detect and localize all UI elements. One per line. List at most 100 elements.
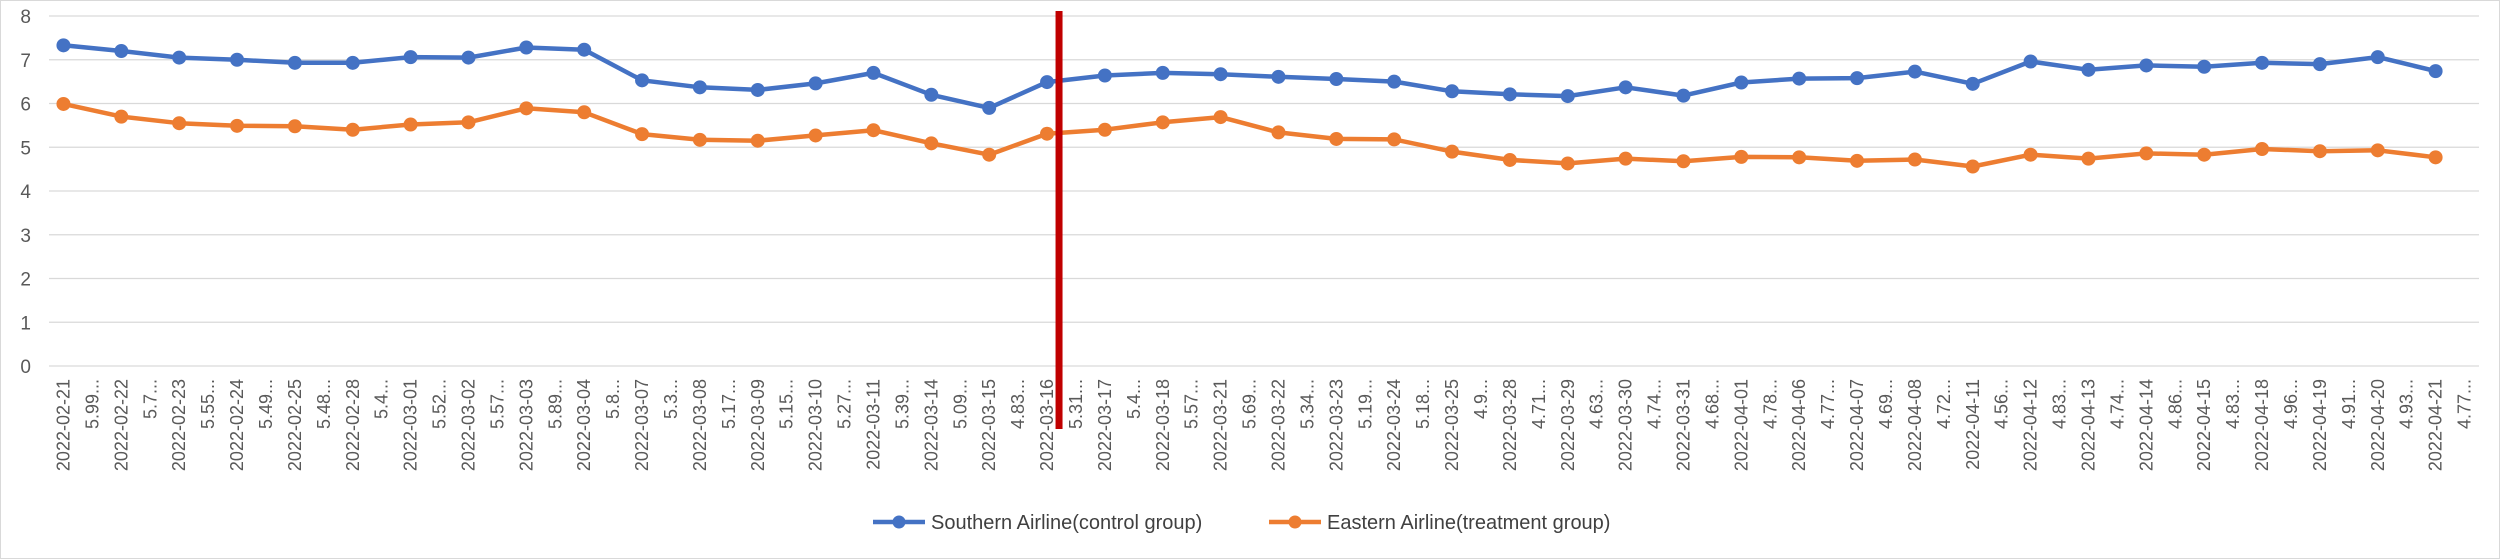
data-point <box>1965 76 1980 91</box>
x-category-label: 4.86... <box>2165 379 2185 429</box>
data-point <box>287 55 302 70</box>
data-point <box>2139 58 2154 73</box>
data-point <box>1387 132 1402 147</box>
y-tick-label: 5 <box>20 138 31 159</box>
data-point <box>1387 74 1402 89</box>
x-axis-category-labels: 2022-02-21 5.99... 2022-02-22 5.7... 2022-02… <box>53 379 2474 471</box>
data-point <box>924 136 939 151</box>
data-point <box>56 38 71 53</box>
data-point <box>1097 68 1112 83</box>
data-point <box>808 128 823 143</box>
data-point <box>1618 80 1633 95</box>
series-line <box>61 43 2438 111</box>
legend: Southern Airline(control group) Eastern A… <box>873 512 1610 534</box>
data-point <box>1213 110 1228 125</box>
data-point <box>2312 57 2327 72</box>
data-point <box>114 109 129 124</box>
y-axis-tick-labels: 0 1 2 3 4 5 6 7 8 <box>20 7 31 378</box>
x-category-label: 2022-03-15 <box>979 379 999 471</box>
data-point <box>230 52 245 67</box>
x-category-label: 4.68... <box>1702 379 1722 429</box>
x-category-label: 5.55... <box>198 379 218 429</box>
y-tick-label: 7 <box>20 51 31 72</box>
data-point <box>866 123 881 138</box>
x-category-label: 4.96... <box>2281 379 2301 429</box>
x-category-label: 2022-03-25 <box>1442 379 1462 471</box>
data-point <box>982 147 997 162</box>
x-category-label: 5.89... <box>545 379 565 429</box>
y-tick-label: 3 <box>20 226 31 247</box>
x-category-label: 2022-03-14 <box>921 379 941 471</box>
legend-swatch-marker <box>892 515 906 529</box>
data-point <box>461 115 476 130</box>
x-category-label: 5.69... <box>1240 379 1260 429</box>
data-point <box>519 101 534 116</box>
data-point <box>172 50 187 65</box>
data-series <box>56 38 2443 174</box>
data-point <box>1907 64 1922 79</box>
data-point <box>1850 71 1865 86</box>
data-point <box>403 117 418 132</box>
data-point <box>1445 144 1460 159</box>
data-point <box>114 44 129 58</box>
data-point <box>230 118 245 133</box>
data-point <box>1445 84 1460 99</box>
data-point <box>2023 147 2038 162</box>
data-point <box>2081 62 2096 77</box>
x-category-label: 5.49... <box>256 379 276 429</box>
gridlines <box>49 15 2479 367</box>
data-point <box>577 42 592 57</box>
x-category-label: 5.8... <box>603 379 623 419</box>
x-category-label: 2022-03-04 <box>574 379 594 471</box>
data-point <box>2197 147 2212 162</box>
x-category-label: 5.39... <box>892 379 912 429</box>
x-category-label: 2022-04-06 <box>1789 379 1809 471</box>
x-category-label: 2022-04-19 <box>2310 379 2330 471</box>
data-point <box>1560 89 1575 104</box>
data-point <box>1618 151 1633 166</box>
data-point <box>924 87 939 102</box>
data-point <box>172 116 187 131</box>
x-category-label: 2022-03-01 <box>401 379 421 471</box>
data-point <box>461 50 476 65</box>
x-category-label: 5.99... <box>82 379 102 429</box>
x-category-label: 2022-03-31 <box>1673 379 1693 471</box>
x-category-label: 2022-04-12 <box>2021 379 2041 471</box>
x-category-label: 5.4... <box>372 379 392 419</box>
data-point <box>1329 72 1344 86</box>
x-category-label: 2022-04-08 <box>1905 379 1925 471</box>
x-category-label: 2022-03-30 <box>1616 379 1636 471</box>
data-point <box>1907 152 1922 167</box>
data-point <box>2255 55 2270 70</box>
data-point <box>1271 125 1286 140</box>
x-category-label: 5.57... <box>1182 379 1202 429</box>
x-category-label: 2022-02-22 <box>111 379 131 471</box>
x-category-label: 2022-04-01 <box>1731 379 1751 471</box>
x-category-label: 5.57... <box>487 379 507 429</box>
data-point <box>2428 150 2443 165</box>
y-tick-label: 6 <box>20 95 31 116</box>
x-category-label: 2022-03-29 <box>1558 379 1578 471</box>
legend-item: Southern Airline(control group) <box>873 512 1202 534</box>
data-point <box>750 133 765 148</box>
legend-item: Eastern Airline(treatment group) <box>1269 512 1610 534</box>
legend-label: Southern Airline(control group) <box>931 512 1202 534</box>
x-category-label: 2022-04-21 <box>2426 379 2446 471</box>
x-category-label: 5.18... <box>1413 379 1433 429</box>
data-point <box>2197 59 2212 74</box>
data-point <box>2370 143 2385 158</box>
x-category-label: 4.91... <box>2339 379 2359 429</box>
x-category-label: 5.3... <box>661 379 681 419</box>
data-point <box>1502 87 1517 102</box>
x-category-label: 2022-03-21 <box>1211 379 1231 471</box>
data-point <box>2255 142 2270 156</box>
x-category-label: 5.15... <box>777 379 797 429</box>
data-point <box>1734 149 1749 164</box>
x-category-label: 2022-02-21 <box>53 379 73 471</box>
data-point <box>1734 75 1749 90</box>
x-category-label: 4.77... <box>1818 379 1838 429</box>
x-category-label: 2022-03-23 <box>1326 379 1346 471</box>
x-category-label: 2022-03-11 <box>863 379 883 470</box>
